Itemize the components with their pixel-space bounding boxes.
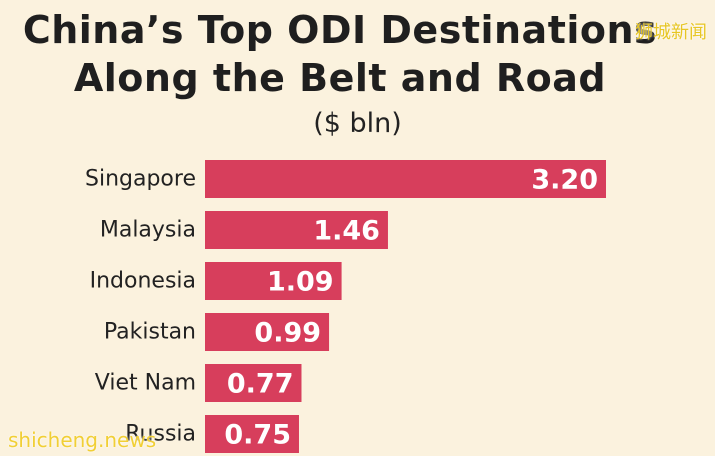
category-label: Singapore xyxy=(85,167,196,192)
bar-indonesia xyxy=(205,262,342,300)
bar-russia xyxy=(205,415,299,453)
value-label: 0.75 xyxy=(224,420,291,451)
category-label: Malaysia xyxy=(100,218,196,243)
category-label: Pakistan xyxy=(104,320,196,345)
watermark-top-right: 狮城新闻 xyxy=(635,22,707,43)
value-label: 1.46 xyxy=(313,216,380,247)
value-label: 3.20 xyxy=(531,165,598,196)
bar-singapore xyxy=(205,160,606,198)
bar-malaysia xyxy=(205,211,388,249)
category-label: Russia xyxy=(125,422,196,447)
bar-viet-nam xyxy=(205,364,302,402)
category-label: Indonesia xyxy=(90,269,196,294)
chart-title-line-1: China’s Top ODI Destinations xyxy=(22,8,658,52)
chart-title-line-2: Along the Belt and Road xyxy=(73,56,607,100)
value-label: 0.77 xyxy=(227,369,294,400)
value-label: 1.09 xyxy=(267,267,334,298)
chart-subtitle: ($ bln) xyxy=(313,108,402,139)
watermark-bottom-left: shicheng.news xyxy=(8,428,157,452)
bar-pakistan xyxy=(205,313,330,351)
category-label: Viet Nam xyxy=(95,371,196,396)
value-label: 0.99 xyxy=(254,318,321,349)
